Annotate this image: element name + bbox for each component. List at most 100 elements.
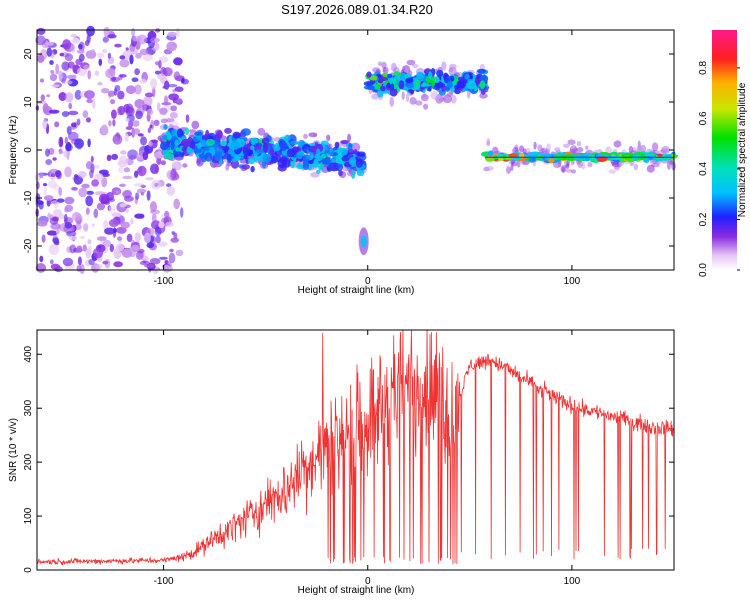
- x-tick-label: 100: [564, 276, 581, 287]
- spectral-blob: [390, 83, 395, 91]
- spectral-blob: [412, 64, 419, 68]
- spectral-blob: [164, 210, 170, 218]
- spectral-blob: [315, 154, 323, 162]
- spectral-blob: [434, 76, 440, 84]
- spectral-blob: [104, 227, 115, 235]
- spectral-blob: [78, 53, 85, 62]
- spectral-blob: [56, 198, 65, 203]
- spectral-blob: [485, 166, 494, 171]
- spectral-blob: [74, 174, 78, 178]
- spectral-blob: [168, 93, 180, 101]
- spectral-blob: [428, 71, 433, 80]
- spectral-blob: [660, 148, 669, 153]
- spectral-blob: [371, 93, 379, 100]
- spectral-blob: [436, 69, 444, 77]
- spectral-blob: [242, 147, 249, 156]
- spectral-blob: [55, 170, 61, 178]
- spectral-blob: [296, 164, 305, 170]
- spectral-blob: [563, 143, 570, 148]
- spectral-blob: [39, 78, 45, 83]
- spectral-blob: [576, 147, 584, 153]
- spectral-blob: [466, 80, 477, 90]
- spectral-blob: [220, 140, 227, 147]
- spectral-blob: [151, 213, 157, 223]
- spectral-blob: [55, 63, 60, 74]
- spectral-blob: [131, 77, 139, 82]
- spectral-blob: [49, 217, 59, 225]
- spectral-blob: [181, 138, 191, 148]
- spectral-blob: [162, 67, 173, 77]
- spectral-blob: [120, 150, 127, 155]
- spectral-blob: [134, 84, 142, 95]
- spectral-blob: [409, 97, 417, 105]
- spectral-blob: [86, 98, 93, 104]
- spectral-blob: [43, 195, 54, 201]
- spectral-blob: [168, 266, 173, 272]
- spectral-blob: [54, 121, 60, 128]
- spectral-blob: [321, 153, 327, 159]
- spectral-blob: [279, 141, 288, 152]
- spectral-blob: [149, 124, 153, 129]
- spectral-blob: [180, 207, 184, 218]
- spectral-blob: [296, 151, 303, 160]
- spectral-blob: [181, 77, 185, 84]
- spectral-blob: [356, 169, 365, 177]
- spectral-blob: [111, 153, 118, 160]
- spectral-blob: [170, 105, 177, 112]
- x-tick-label: 100: [564, 576, 581, 587]
- spectral-blob: [135, 192, 140, 200]
- spectral-blob: [150, 163, 159, 175]
- y-tick-label: 400: [23, 345, 34, 362]
- spectral-blob: [205, 129, 210, 140]
- spectral-blob: [338, 170, 343, 177]
- spectral-blob: [76, 265, 82, 272]
- spectral-blob: [136, 188, 147, 194]
- spectral-blob: [119, 59, 130, 68]
- spectral-blob: [143, 233, 149, 243]
- spectral-blob: [119, 55, 126, 60]
- spectral-blob: [94, 164, 100, 169]
- spectral-blob: [224, 127, 232, 134]
- snr-y-ticks: 0 100 200 300 400: [23, 345, 674, 573]
- spectral-blob: [134, 170, 139, 178]
- spectral-blob: [108, 219, 119, 227]
- spectral-blob: [254, 149, 265, 154]
- spectral-blob: [200, 139, 208, 147]
- spectral-blob: [611, 161, 620, 168]
- spectral-blob: [102, 260, 109, 265]
- spectral-blob: [159, 107, 168, 115]
- spectral-blob: [425, 75, 436, 84]
- spectral-blob: [335, 154, 344, 164]
- spectral-blob: [91, 223, 96, 227]
- spectral-blob: [110, 99, 116, 105]
- colorbar-tick-label: 0.8: [698, 61, 709, 75]
- spectral-blob: [156, 157, 162, 165]
- spectral-blob: [164, 80, 170, 90]
- spectral-blob: [646, 164, 655, 173]
- spectral-blob: [303, 133, 308, 140]
- spectral-blob: [140, 184, 147, 188]
- spectral-blob: [50, 173, 56, 177]
- spectral-blob: [68, 102, 72, 110]
- spectral-blob: [508, 153, 519, 158]
- colorbar-gradient: [712, 30, 737, 270]
- spectral-blob: [70, 33, 77, 38]
- spectral-blob: [191, 120, 200, 130]
- spectral-blob: [277, 158, 287, 169]
- spectral-blob: [168, 84, 178, 88]
- spectral-blob: [162, 265, 171, 273]
- spectral-blob: [663, 155, 670, 161]
- spectral-blob: [118, 105, 126, 116]
- spectral-blob: [123, 167, 131, 173]
- spectral-blob: [140, 136, 147, 146]
- spectral-blob: [67, 110, 79, 116]
- spectral-blob: [241, 164, 250, 170]
- y-tick-label: -10: [23, 190, 34, 205]
- colorbar-tick-label: 0.0: [698, 263, 709, 277]
- spectral-blob: [167, 31, 177, 38]
- spectral-blob: [45, 159, 53, 165]
- spectral-blob: [170, 237, 179, 243]
- spectral-blob: [78, 171, 87, 178]
- spectral-blob: [273, 145, 281, 152]
- spectral-blob: [250, 145, 255, 151]
